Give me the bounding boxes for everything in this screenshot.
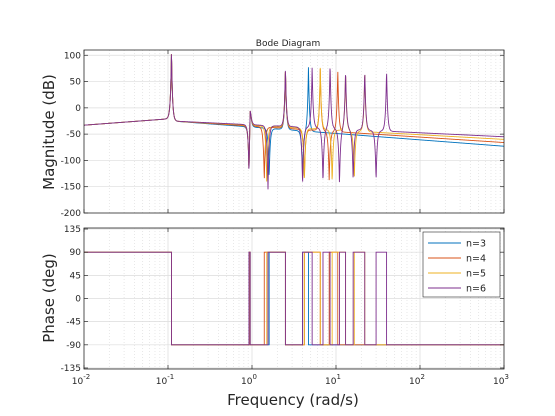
phase-series-line xyxy=(84,251,504,346)
y-tick-label: 100 xyxy=(64,51,81,61)
phase-lines xyxy=(84,251,504,346)
x-tick-label: 100 xyxy=(241,373,257,387)
magnitude-series-line xyxy=(83,54,505,190)
legend-label: n=5 xyxy=(466,269,486,280)
x-tick-labels: 10-2 10-1 100 101 102 103 xyxy=(72,373,509,387)
y-tick-label: -150 xyxy=(61,183,82,193)
x-tick-label: 102 xyxy=(409,373,425,387)
y-tick-label: 135 xyxy=(64,225,81,235)
y-tick-label: 0 xyxy=(75,104,81,114)
y-tick-label: -50 xyxy=(66,130,81,140)
y-tick-label: 90 xyxy=(70,248,82,258)
chart-title: Bode Diagram xyxy=(256,39,320,49)
x-tick-label: 10-2 xyxy=(72,373,90,387)
phase-ylabel: Phase (deg) xyxy=(40,253,58,343)
magnitude-axes-background xyxy=(84,50,504,213)
phase-ticks: 135 90 45 0 -45 -90 -135 xyxy=(61,225,505,374)
x-axis-label: Frequency (rad/s) xyxy=(227,391,359,409)
legend-label: n=3 xyxy=(466,239,486,250)
legend-label: n=6 xyxy=(466,284,486,295)
x-tick-label: 101 xyxy=(325,373,341,387)
y-tick-label: -45 xyxy=(66,318,81,328)
y-tick-label: -100 xyxy=(61,156,82,166)
x-tick-label: 103 xyxy=(493,373,509,387)
y-tick-label: 45 xyxy=(70,271,81,281)
y-tick-label: 50 xyxy=(70,78,82,88)
x-tick-label: 10-1 xyxy=(156,373,174,387)
magnitude-grid xyxy=(84,50,504,213)
magnitude-ylabel: Magnitude (dB) xyxy=(40,74,58,190)
legend-box xyxy=(422,231,501,298)
y-tick-label: -135 xyxy=(61,364,81,374)
legend-label: n=4 xyxy=(466,254,486,265)
y-tick-label: -200 xyxy=(61,209,82,219)
y-tick-label: 0 xyxy=(75,295,81,305)
legend: n=3 n=4 n=5 n=6 xyxy=(422,231,501,298)
y-tick-label: -90 xyxy=(66,341,81,351)
magnitude-plot: 100 50 0 -50 -100 -150 -200 xyxy=(61,49,505,219)
magnitude-lines xyxy=(83,54,505,190)
magnitude-axes-box xyxy=(83,49,505,214)
magnitude-ticks: 100 50 0 -50 -100 -150 -200 xyxy=(61,50,505,219)
